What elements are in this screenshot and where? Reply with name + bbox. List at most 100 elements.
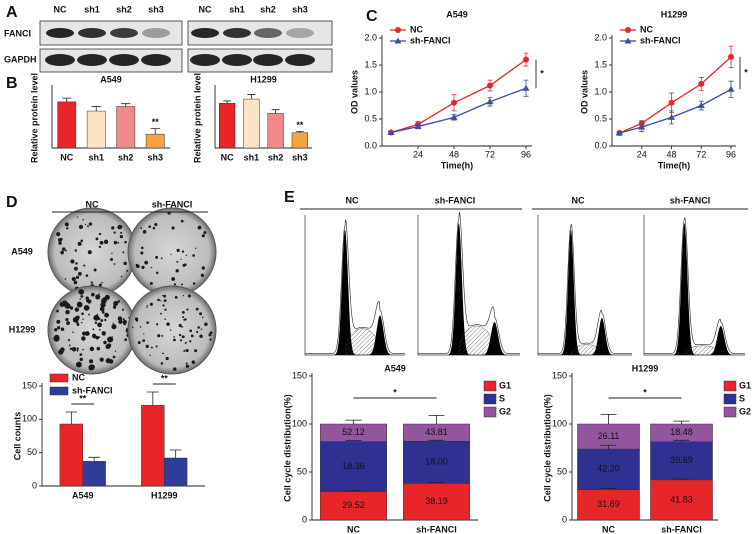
colony xyxy=(97,322,103,328)
y-tick-label: 0.5 xyxy=(364,113,377,123)
colony xyxy=(209,338,212,341)
value-label: 18.36 xyxy=(342,461,365,471)
error-bar xyxy=(295,130,304,133)
colony xyxy=(69,347,73,351)
colony xyxy=(117,316,123,321)
colony xyxy=(81,312,84,316)
panel-label: E xyxy=(284,189,295,206)
x-tick-label: sh1 xyxy=(88,152,104,162)
blot-band xyxy=(254,28,282,38)
legend-marker xyxy=(625,27,631,33)
colony xyxy=(103,340,107,345)
colony xyxy=(180,283,183,286)
error-bar xyxy=(428,439,445,442)
error-bar xyxy=(169,449,182,458)
colony xyxy=(120,275,123,278)
colony xyxy=(99,240,104,245)
bar xyxy=(164,457,188,487)
colony xyxy=(82,219,84,221)
blot-band xyxy=(142,28,170,38)
colony xyxy=(87,299,92,304)
colony xyxy=(108,359,114,364)
error-bar xyxy=(247,94,256,100)
error-bar xyxy=(428,481,445,484)
colony xyxy=(117,224,122,230)
colony xyxy=(200,273,205,277)
error-bar xyxy=(121,103,131,107)
s-phase xyxy=(344,328,381,356)
colony xyxy=(113,231,116,234)
colony xyxy=(113,304,116,307)
colony xyxy=(122,318,125,321)
legend-label: S xyxy=(499,393,505,403)
blot-band xyxy=(190,54,220,66)
colony xyxy=(131,326,134,329)
blot-band xyxy=(286,28,314,38)
colony xyxy=(159,312,162,315)
bar xyxy=(57,101,77,149)
colony xyxy=(100,319,104,322)
colony xyxy=(184,318,187,321)
colony xyxy=(208,333,212,337)
x-tick-label: sh2 xyxy=(118,152,134,162)
colony xyxy=(164,308,167,311)
colony xyxy=(199,334,203,338)
colony xyxy=(93,268,97,272)
colony xyxy=(200,328,203,330)
colony xyxy=(124,240,127,244)
row-label: H1299 xyxy=(9,324,36,334)
error-bar xyxy=(600,414,617,424)
g2-peak xyxy=(305,315,405,355)
x-tick-label: H1299 xyxy=(151,490,178,500)
histogram-envelope xyxy=(644,216,745,354)
x-tick-label: sh1 xyxy=(244,152,260,162)
colony xyxy=(126,269,129,272)
legend-marker xyxy=(395,27,401,33)
error-bar xyxy=(673,420,690,424)
x-tick-label: 24 xyxy=(413,149,423,159)
x-axis-label: Time(h) xyxy=(658,160,690,170)
colony xyxy=(121,308,125,311)
colony xyxy=(95,237,99,241)
colony xyxy=(70,259,75,264)
legend-label: NC xyxy=(640,24,653,34)
y-axis-label: Relative protein level xyxy=(192,73,202,163)
x-tick-label: 24 xyxy=(637,149,647,159)
y-tick-label: 150 xyxy=(292,370,307,380)
colony xyxy=(56,232,61,237)
bar-segment xyxy=(320,491,387,521)
colony xyxy=(85,296,90,300)
colony xyxy=(83,264,86,267)
value-label: 41.83 xyxy=(670,494,693,504)
colony xyxy=(56,321,59,324)
colony xyxy=(90,281,93,284)
x-tick-label: sh-FANCI xyxy=(661,524,702,534)
bar-segment xyxy=(403,483,470,521)
colony xyxy=(97,317,101,320)
colony xyxy=(72,331,74,334)
annotation: ** xyxy=(296,120,304,130)
legend-swatch xyxy=(483,380,497,392)
y-tick-label: 1.5 xyxy=(364,59,377,69)
colony xyxy=(150,266,153,269)
colony xyxy=(113,263,116,265)
histogram-frame xyxy=(537,215,632,356)
legend-swatch xyxy=(483,393,497,405)
x-tick-label: sh3 xyxy=(147,152,163,162)
marker xyxy=(728,53,735,60)
legend-label: G2 xyxy=(739,406,751,416)
y-tick-label: 50 xyxy=(27,447,37,457)
error-bar xyxy=(345,490,362,492)
colony xyxy=(156,271,159,275)
y-tick-label: 100 xyxy=(22,414,37,424)
value-label: 43.81 xyxy=(425,427,448,437)
colony xyxy=(90,292,95,297)
y-tick-label: 1.0 xyxy=(364,86,377,96)
annotation: * xyxy=(643,387,647,397)
colony xyxy=(101,331,106,336)
panel-label: D xyxy=(6,194,18,211)
chart-title: A549 xyxy=(446,9,468,19)
colony xyxy=(114,301,118,305)
colony xyxy=(124,338,128,342)
lane-label: sh2 xyxy=(260,4,276,14)
